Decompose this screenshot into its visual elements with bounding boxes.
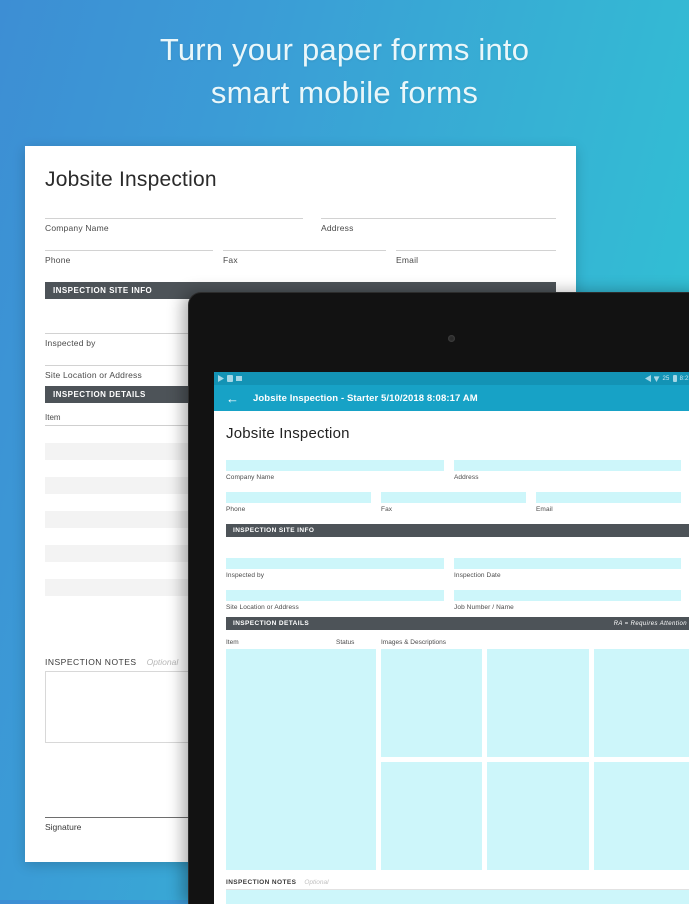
input-fill[interactable]	[381, 492, 526, 503]
image-tile[interactable]	[594, 762, 689, 870]
field-label: Inspected by	[226, 569, 444, 579]
paper-field-row-1: Company Name Address	[45, 218, 556, 233]
tablet-screen: 25 8:23 AM ← Jobsite Inspection - Starte…	[214, 372, 689, 904]
notes-optional-label: Optional	[147, 657, 179, 667]
section-title: INSPECTION SITE INFO	[233, 527, 314, 534]
headline-line-1: Turn your paper forms into	[0, 28, 689, 71]
input-fill[interactable]	[226, 590, 444, 601]
field-label: Phone	[226, 503, 371, 513]
input-fill[interactable]	[454, 558, 681, 569]
image-tile[interactable]	[381, 762, 482, 870]
page-headline: Turn your paper forms into smart mobile …	[0, 28, 689, 114]
tablet-device: 25 8:23 AM ← Jobsite Inspection - Starte…	[188, 292, 689, 904]
input-fill[interactable]	[226, 558, 444, 569]
paper-field-fax: Fax	[223, 250, 386, 265]
input-fill[interactable]	[454, 590, 681, 601]
section-title: INSPECTION DETAILS	[233, 620, 309, 627]
field-label: Phone	[45, 251, 213, 265]
notes-optional-label: Optional	[304, 879, 328, 886]
field-label: Address	[454, 471, 681, 481]
tablet-section-site-info: INSPECTION SITE INFO	[226, 524, 689, 537]
field-label: Site Location or Address	[226, 601, 444, 611]
paper-field-phone: Phone	[45, 250, 213, 265]
status-bar-left-icons	[218, 375, 242, 382]
tablet-field-company-name[interactable]: Company Name	[226, 460, 444, 481]
field-label: Fax	[223, 251, 386, 265]
tablet-field-inspected-by[interactable]: Inspected by	[226, 558, 444, 579]
android-status-bar: 25 8:23 AM	[214, 372, 689, 385]
section-title: INSPECTION SITE INFO	[53, 286, 152, 295]
tablet-field-phone[interactable]: Phone	[226, 492, 371, 513]
image-tiles	[381, 649, 689, 870]
tablet-notes-header: INSPECTION NOTES Optional	[226, 879, 689, 886]
status-bar-right-icons: 25 8:23 AM	[645, 375, 689, 382]
tablet-field-row-4: Site Location or Address Job Number / Na…	[226, 590, 689, 611]
tablet-field-email[interactable]: Email	[536, 492, 681, 513]
field-label: Fax	[381, 503, 526, 513]
tablet-form: Jobsite Inspection Company Name Address …	[214, 411, 689, 904]
mail-icon	[236, 376, 242, 381]
column-header-images: Images & Descriptions	[381, 639, 446, 646]
tablet-inspection-grid	[226, 649, 689, 870]
app-bar: ← Jobsite Inspection - Starter 5/10/2018…	[214, 385, 689, 411]
headline-line-2: smart mobile forms	[0, 71, 689, 114]
paper-field-row-2: Phone Fax Email	[45, 250, 556, 265]
field-label: Company Name	[226, 471, 444, 481]
input-fill[interactable]	[536, 492, 681, 503]
wifi-icon	[654, 375, 660, 382]
paper-notes-block: INSPECTION NOTES Optional	[45, 657, 195, 743]
paper-notes-header: INSPECTION NOTES Optional	[45, 657, 195, 667]
field-label: Company Name	[45, 219, 303, 233]
image-tile[interactable]	[487, 649, 588, 757]
image-tile[interactable]	[381, 649, 482, 757]
tablet-section-details: INSPECTION DETAILS RA = Requires Attenti…	[226, 617, 689, 630]
clock-label: 8:23 AM	[680, 376, 689, 382]
paper-signature-block: Signature	[45, 817, 195, 832]
document-icon	[227, 375, 233, 382]
tablet-notes-textarea[interactable]	[226, 889, 689, 904]
play-icon	[218, 375, 224, 382]
item-status-panel[interactable]	[226, 649, 376, 870]
tablet-form-title: Jobsite Inspection	[226, 425, 689, 442]
notes-label: INSPECTION NOTES	[45, 657, 137, 667]
tablet-field-site-location[interactable]: Site Location or Address	[226, 590, 444, 611]
battery-percent-label: 25	[663, 376, 670, 382]
input-fill[interactable]	[454, 460, 681, 471]
camera-icon	[448, 335, 455, 342]
field-label: Email	[536, 503, 681, 513]
tablet-field-address[interactable]: Address	[454, 460, 681, 481]
paper-field-company-name: Company Name	[45, 218, 303, 233]
column-header-item: Item	[226, 639, 336, 646]
tablet-field-row-1: Company Name Address	[226, 460, 689, 481]
field-label: Email	[396, 251, 556, 265]
battery-icon	[673, 375, 677, 382]
field-label: Job Number / Name	[454, 601, 681, 611]
tablet-field-fax[interactable]: Fax	[381, 492, 526, 513]
mute-icon	[645, 375, 651, 382]
input-fill[interactable]	[226, 492, 371, 503]
field-label: Inspection Date	[454, 569, 681, 579]
column-header-status: Status	[336, 639, 381, 646]
tablet-field-row-2: Phone Fax Email	[226, 492, 689, 513]
section-title: INSPECTION DETAILS	[53, 390, 146, 399]
input-fill[interactable]	[226, 460, 444, 471]
paper-field-address: Address	[321, 218, 556, 233]
tablet-field-row-3: Inspected by Inspection Date	[226, 558, 689, 579]
tablet-field-job-number[interactable]: Job Number / Name	[454, 590, 681, 611]
notes-label: INSPECTION NOTES	[226, 879, 296, 886]
app-bar-title: Jobsite Inspection - Starter 5/10/2018 8…	[253, 393, 478, 404]
back-arrow-icon[interactable]: ←	[226, 392, 239, 405]
paper-notes-textarea[interactable]	[45, 671, 195, 743]
signature-label: Signature	[45, 818, 195, 832]
field-label: Address	[321, 219, 556, 233]
requires-attention-legend: RA = Requires Attention	[614, 621, 689, 627]
image-tile[interactable]	[487, 762, 588, 870]
tablet-field-inspection-date[interactable]: Inspection Date	[454, 558, 681, 579]
paper-field-email: Email	[396, 250, 556, 265]
image-tile[interactable]	[594, 649, 689, 757]
tablet-table-header: Item Status Images & Descriptions	[226, 639, 689, 646]
paper-form-title: Jobsite Inspection	[45, 168, 556, 192]
